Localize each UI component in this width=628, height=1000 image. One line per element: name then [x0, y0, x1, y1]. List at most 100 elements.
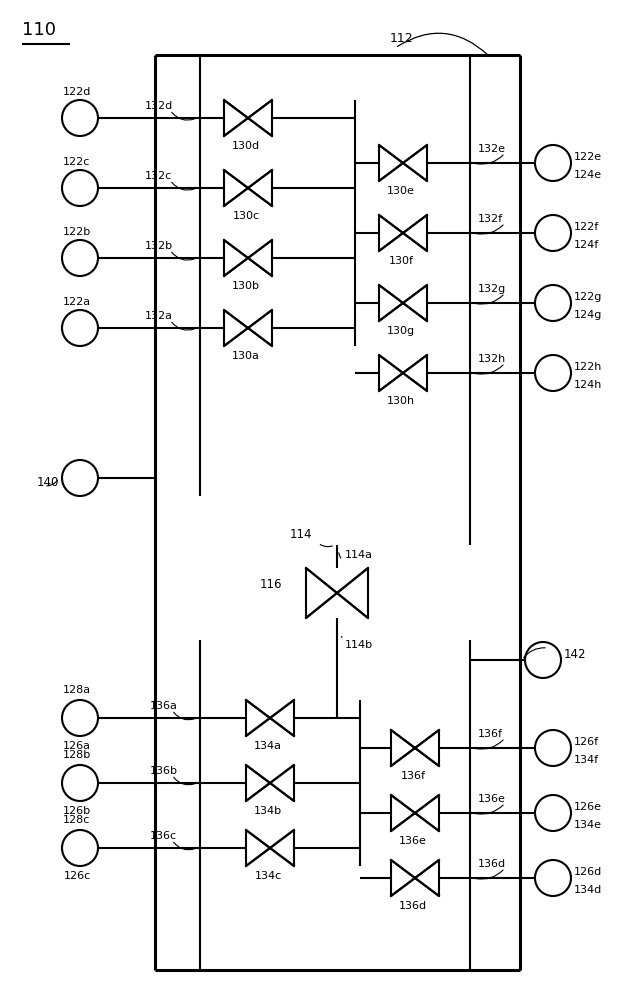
Text: 132h: 132h — [478, 354, 506, 364]
Polygon shape — [248, 170, 272, 206]
Text: 136e: 136e — [478, 794, 506, 804]
Text: 128a: 128a — [63, 685, 91, 695]
Polygon shape — [224, 100, 248, 136]
Polygon shape — [391, 795, 415, 831]
Text: 134c: 134c — [254, 871, 281, 881]
Text: 126b: 126b — [63, 806, 91, 816]
Polygon shape — [246, 765, 270, 801]
Polygon shape — [248, 240, 272, 276]
Polygon shape — [224, 170, 248, 206]
Polygon shape — [306, 568, 337, 618]
Text: 122f: 122f — [574, 222, 599, 232]
Text: 128b: 128b — [63, 750, 91, 760]
Text: 130e: 130e — [387, 186, 415, 196]
Bar — [379, 215, 427, 251]
Polygon shape — [379, 215, 403, 251]
Text: 122d: 122d — [63, 87, 91, 97]
Text: 114a: 114a — [345, 550, 373, 560]
Bar — [391, 860, 439, 896]
Text: 136e: 136e — [399, 836, 427, 846]
Text: 126e: 126e — [574, 802, 602, 812]
Bar — [379, 145, 427, 181]
Bar — [224, 310, 272, 346]
Text: 122c: 122c — [63, 157, 90, 167]
Text: 126f: 126f — [574, 737, 599, 747]
Bar — [379, 285, 427, 321]
Text: 122a: 122a — [63, 297, 91, 307]
Text: 134d: 134d — [574, 885, 602, 895]
Text: 130g: 130g — [387, 326, 415, 336]
Polygon shape — [224, 310, 248, 346]
Text: 124h: 124h — [574, 380, 602, 390]
Text: 134b: 134b — [254, 806, 282, 816]
Polygon shape — [391, 860, 415, 896]
Text: 126d: 126d — [574, 867, 602, 877]
Text: 110: 110 — [22, 21, 56, 39]
Text: 128c: 128c — [63, 815, 90, 825]
Polygon shape — [415, 860, 439, 896]
Text: 140: 140 — [37, 477, 60, 489]
Text: 130a: 130a — [232, 351, 260, 361]
Text: 136f: 136f — [478, 729, 503, 739]
Polygon shape — [337, 568, 368, 618]
Bar — [224, 170, 272, 206]
Text: 114: 114 — [290, 528, 313, 542]
Text: 130b: 130b — [232, 281, 260, 291]
Polygon shape — [415, 730, 439, 766]
Polygon shape — [403, 355, 427, 391]
Text: 132g: 132g — [478, 284, 506, 294]
Polygon shape — [270, 765, 294, 801]
Text: 136f: 136f — [401, 771, 426, 781]
Text: 130d: 130d — [232, 141, 260, 151]
Text: 112: 112 — [390, 31, 414, 44]
Polygon shape — [403, 215, 427, 251]
Polygon shape — [415, 795, 439, 831]
Text: 136c: 136c — [150, 831, 177, 841]
Text: 132a: 132a — [145, 311, 173, 321]
Text: 132f: 132f — [478, 214, 503, 224]
Text: 136a: 136a — [150, 701, 178, 711]
Polygon shape — [391, 730, 415, 766]
Text: 126a: 126a — [63, 741, 91, 751]
Text: 134a: 134a — [254, 741, 282, 751]
Polygon shape — [403, 285, 427, 321]
Text: 132d: 132d — [145, 101, 173, 111]
Text: 124e: 124e — [574, 170, 602, 180]
Polygon shape — [403, 145, 427, 181]
Text: 132b: 132b — [145, 241, 173, 251]
Text: 122g: 122g — [574, 292, 602, 302]
Bar — [246, 830, 294, 866]
Text: 114b: 114b — [345, 640, 373, 650]
Bar — [246, 700, 294, 736]
Text: 126c: 126c — [63, 871, 90, 881]
Polygon shape — [379, 285, 403, 321]
Polygon shape — [246, 830, 270, 866]
Text: 142: 142 — [564, 648, 587, 662]
Text: 122e: 122e — [574, 152, 602, 162]
Bar — [379, 355, 427, 391]
Bar — [224, 100, 272, 136]
Text: 130c: 130c — [232, 211, 259, 221]
Text: 122b: 122b — [63, 227, 91, 237]
Polygon shape — [379, 145, 403, 181]
Text: 136b: 136b — [150, 766, 178, 776]
Polygon shape — [248, 310, 272, 346]
Polygon shape — [379, 355, 403, 391]
Text: 130h: 130h — [387, 396, 415, 406]
Text: 134f: 134f — [574, 755, 599, 765]
Polygon shape — [270, 700, 294, 736]
Text: 124f: 124f — [574, 240, 599, 250]
Bar — [306, 568, 368, 618]
Polygon shape — [246, 700, 270, 736]
Polygon shape — [270, 830, 294, 866]
Bar — [224, 240, 272, 276]
Text: 134e: 134e — [574, 820, 602, 830]
Text: 130f: 130f — [389, 256, 413, 266]
Text: 132e: 132e — [478, 144, 506, 154]
Text: 136d: 136d — [399, 901, 427, 911]
Text: 116: 116 — [260, 578, 283, 591]
Polygon shape — [248, 100, 272, 136]
Bar — [391, 795, 439, 831]
Text: 132c: 132c — [145, 171, 172, 181]
Bar — [391, 730, 439, 766]
